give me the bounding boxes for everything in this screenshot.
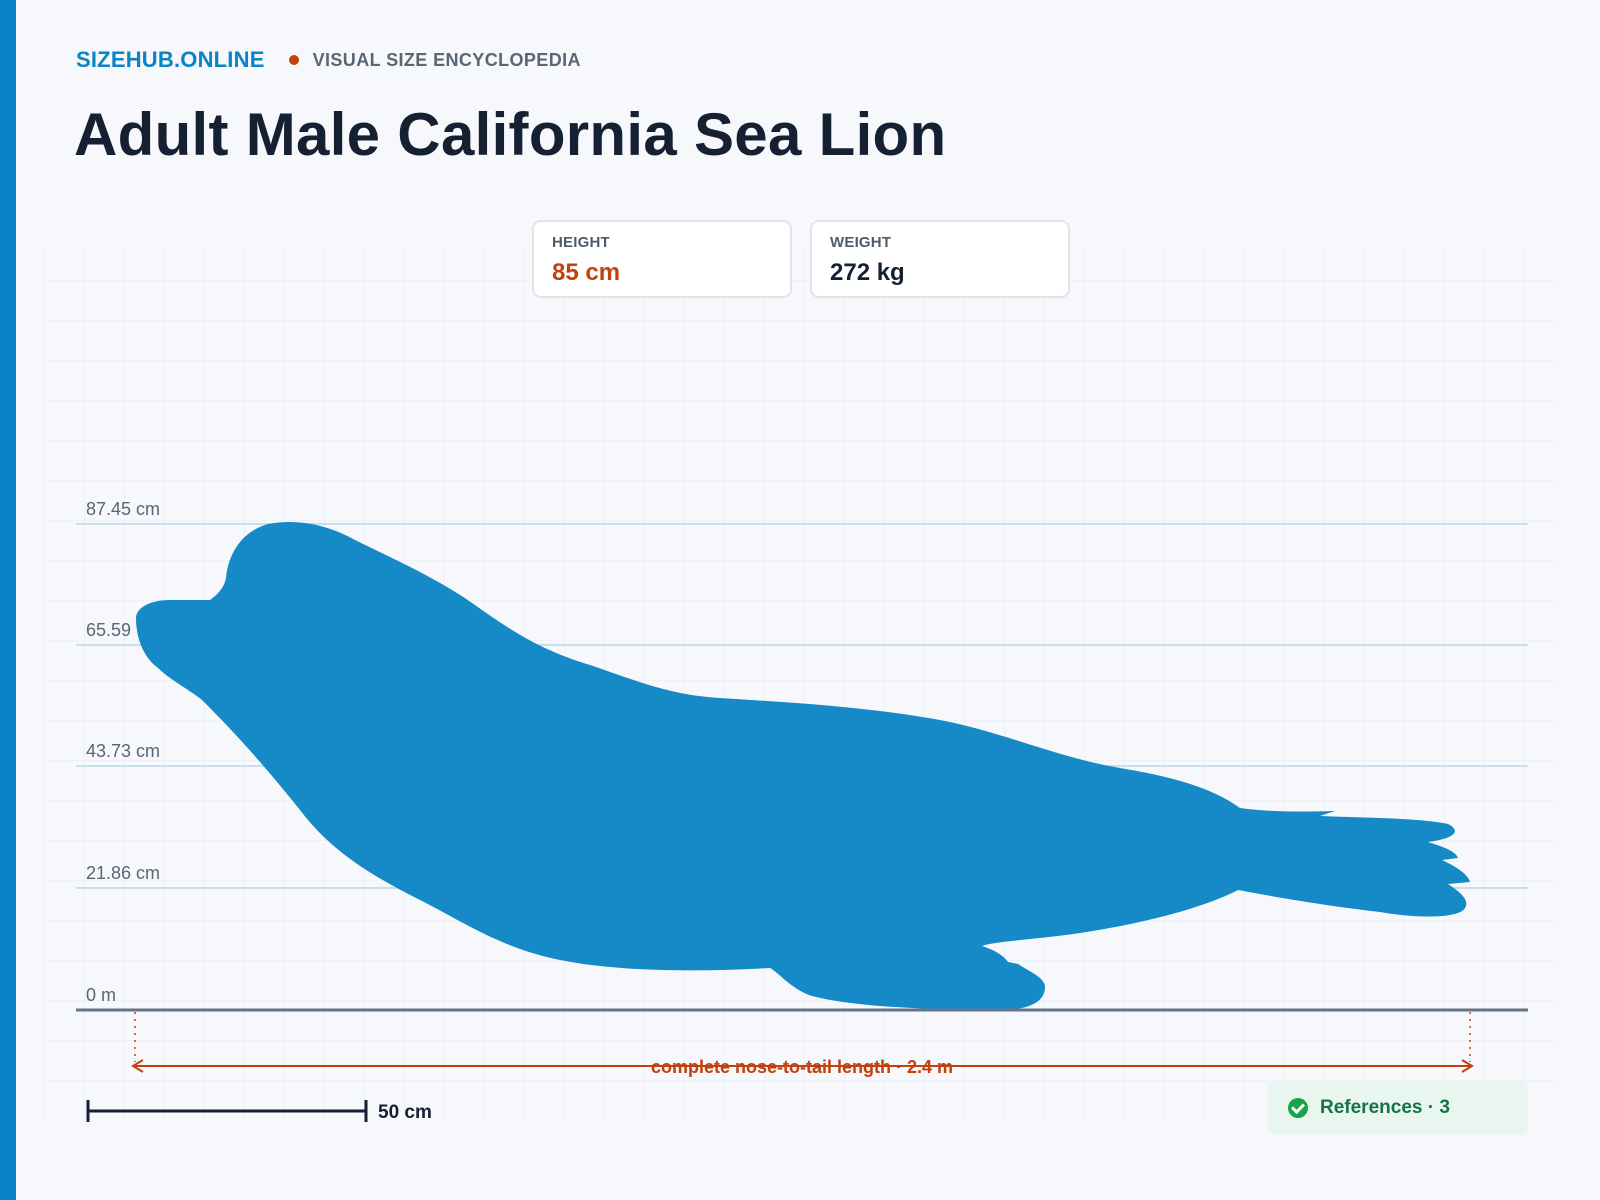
brand-link[interactable]: SIZEHUB.ONLINE bbox=[76, 47, 265, 72]
height-tick-65: 65.59 bbox=[86, 620, 131, 640]
tagline: VISUAL SIZE ENCYCLOPEDIA bbox=[312, 49, 581, 70]
page-title: Adult Male California Sea Lion bbox=[74, 101, 947, 168]
height-stat-label: HEIGHT bbox=[552, 234, 610, 251]
separator-dot-icon bbox=[288, 55, 299, 65]
height-axis-labels: 87.45 cm 65.59 43.73 cm 21.86 cm 0 m bbox=[86, 499, 160, 1005]
height-tick-43: 43.73 cm bbox=[86, 741, 160, 761]
scale-bar: 50 cm bbox=[86, 1100, 432, 1123]
height-stat-card: HEIGHT 85 cm bbox=[532, 220, 792, 298]
arrow-left-icon bbox=[131, 1059, 144, 1073]
height-tick-87: 87.45 cm bbox=[86, 499, 160, 519]
accent-bar bbox=[0, 0, 16, 1200]
weight-stat-value: 272 kg bbox=[830, 259, 905, 286]
check-circle-icon bbox=[1288, 1098, 1308, 1118]
site-header: SIZEHUB.ONLINE VISUAL SIZE ENCYCLOPEDIA bbox=[76, 47, 581, 73]
length-label: complete nose-to-tail length · 2.4 m bbox=[651, 1057, 953, 1077]
sea-lion-silhouette bbox=[136, 521, 1470, 1010]
weight-stat-card: WEIGHT 272 kg bbox=[810, 220, 1070, 298]
arrow-right-icon bbox=[1461, 1059, 1474, 1073]
references-label: References · 3 bbox=[1320, 1097, 1450, 1118]
length-dimension: complete nose-to-tail length · 2.4 m bbox=[131, 1012, 1474, 1077]
height-tick-21: 21.86 cm bbox=[86, 863, 160, 883]
references-button[interactable]: References · 3 bbox=[1268, 1081, 1528, 1135]
weight-stat-label: WEIGHT bbox=[830, 234, 892, 251]
height-stat-value: 85 cm bbox=[552, 259, 621, 286]
scale-bar-label: 50 cm bbox=[378, 1102, 432, 1123]
height-tick-0: 0 m bbox=[86, 985, 116, 1005]
